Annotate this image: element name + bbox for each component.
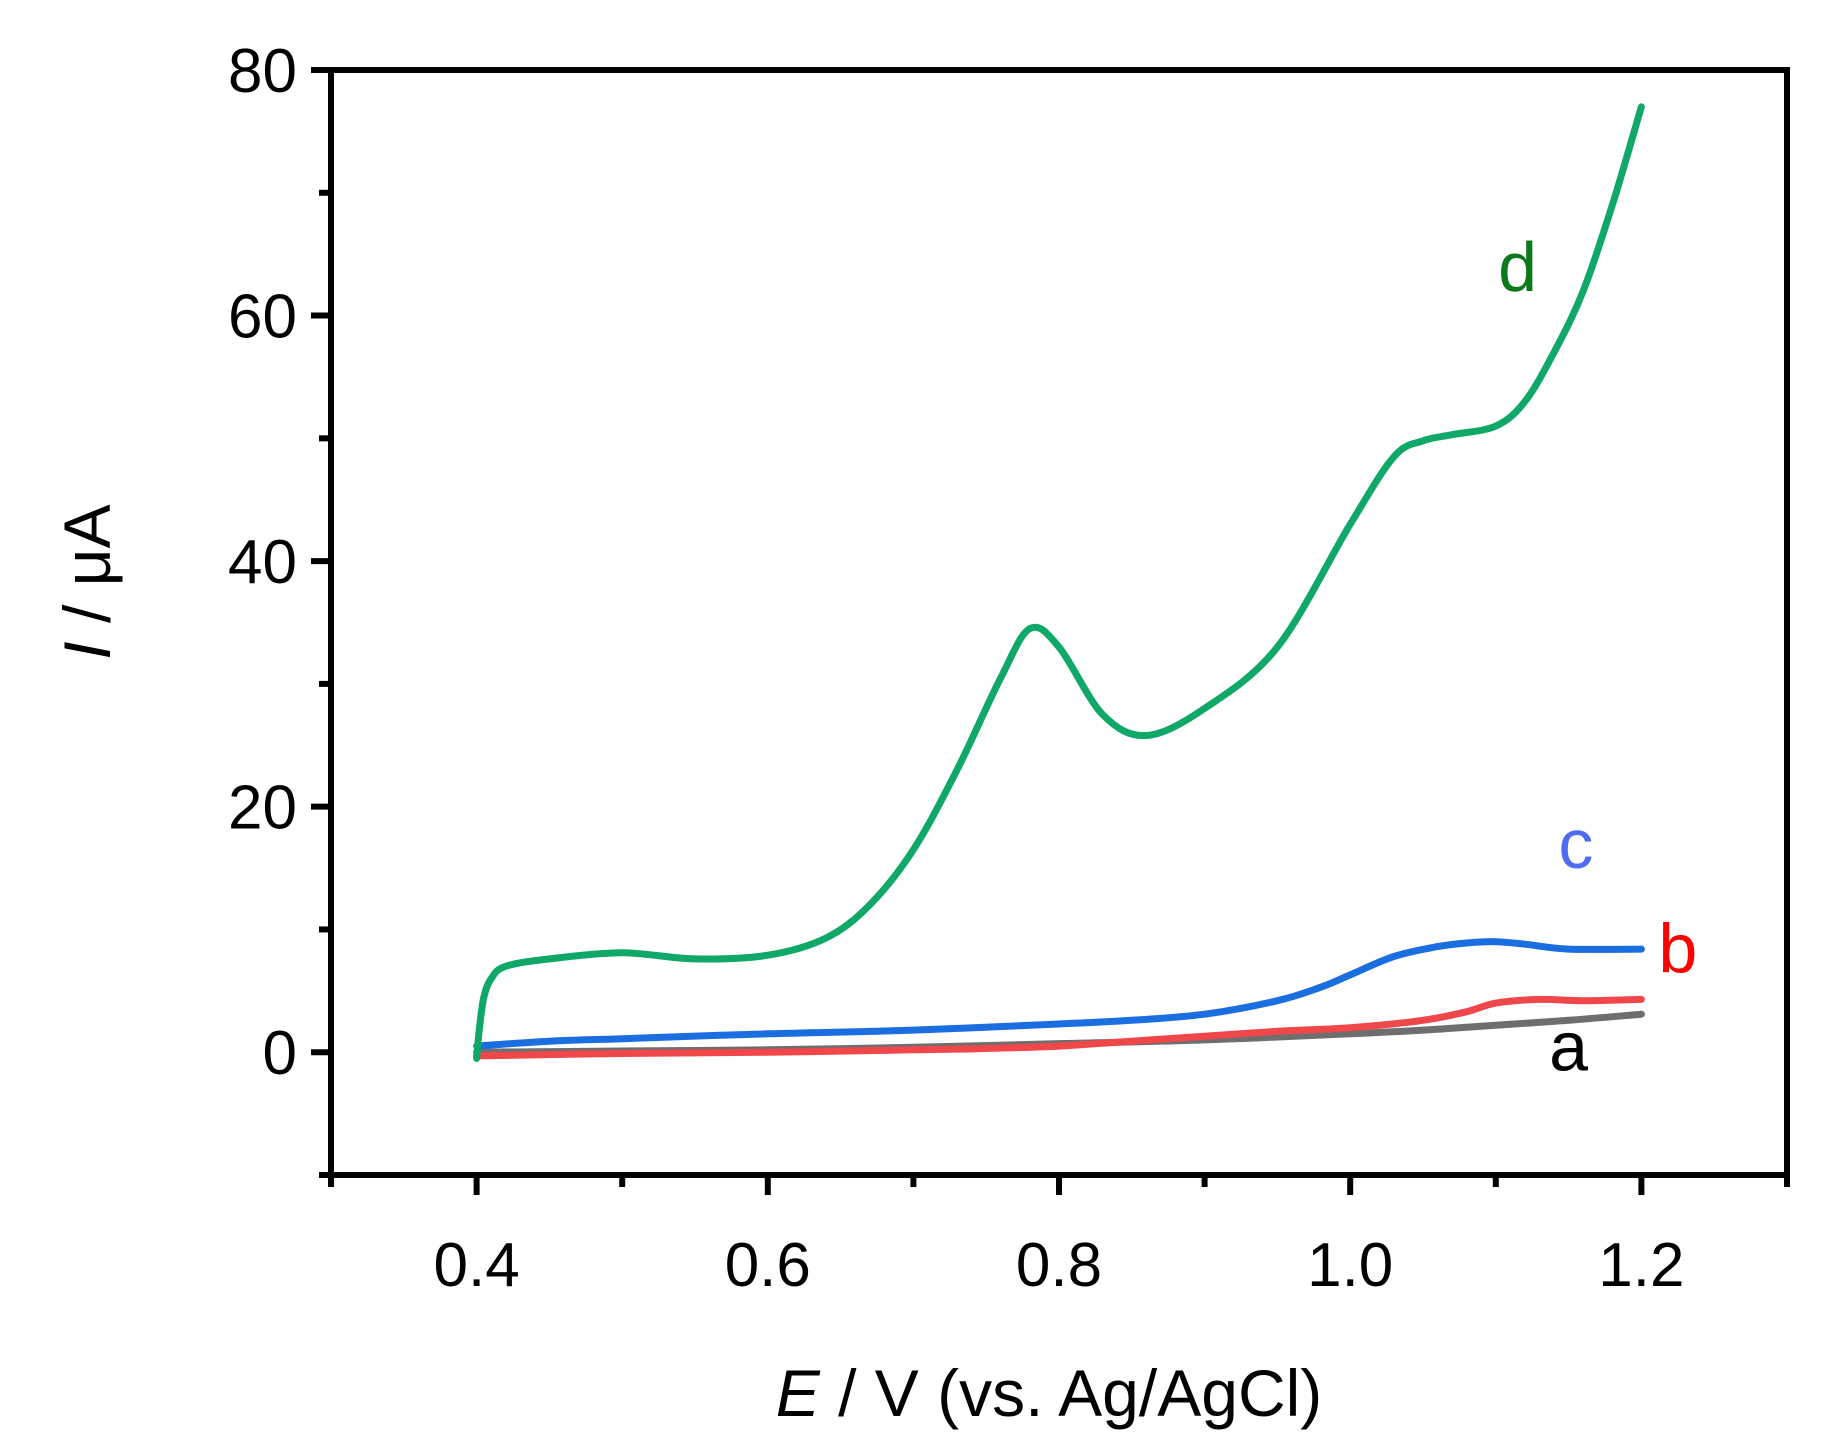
series-label-d: d (1498, 228, 1537, 306)
series-line-d (473, 103, 1645, 1062)
series-line-c (473, 938, 1645, 1050)
series-layer (473, 103, 1645, 1062)
y-axis-title-symbol: I (50, 641, 124, 659)
y-tick-label: 0 (263, 1019, 297, 1088)
y-axis-title-unit: / μA (50, 504, 124, 641)
y-tick-label: 80 (228, 37, 297, 106)
y-tick-label: 40 (228, 528, 297, 597)
x-tick-label: 1.2 (1598, 1231, 1684, 1300)
x-tick-label: 0.6 (725, 1231, 811, 1300)
series-label-a: a (1549, 1008, 1588, 1086)
x-tick-label: 0.8 (1016, 1231, 1102, 1300)
axes-layer: 0.4 0.6 0.8 1.0 1.2 0 20 40 60 80 E / V (vs. Ag/Ag… (50, 37, 1790, 1430)
series-label-c: c (1558, 805, 1593, 883)
x-axis-title-symbol: E (776, 1356, 821, 1430)
x-tick-label: 1.0 (1307, 1231, 1393, 1300)
y-axis-title: I / μA (50, 504, 124, 659)
y-tick-label: 60 (228, 283, 297, 352)
x-axis-title-unit: / V (vs. Ag/AgCl) (820, 1356, 1322, 1430)
x-axis-title: E / V (vs. Ag/AgCl) (776, 1356, 1323, 1430)
series-line-b (473, 995, 1645, 1060)
label-layer: abc d (1498, 228, 1697, 1086)
series-label-b: b (1658, 909, 1697, 987)
x-tick-label: 0.4 (433, 1231, 519, 1300)
y-tick-label: 20 (228, 774, 297, 843)
